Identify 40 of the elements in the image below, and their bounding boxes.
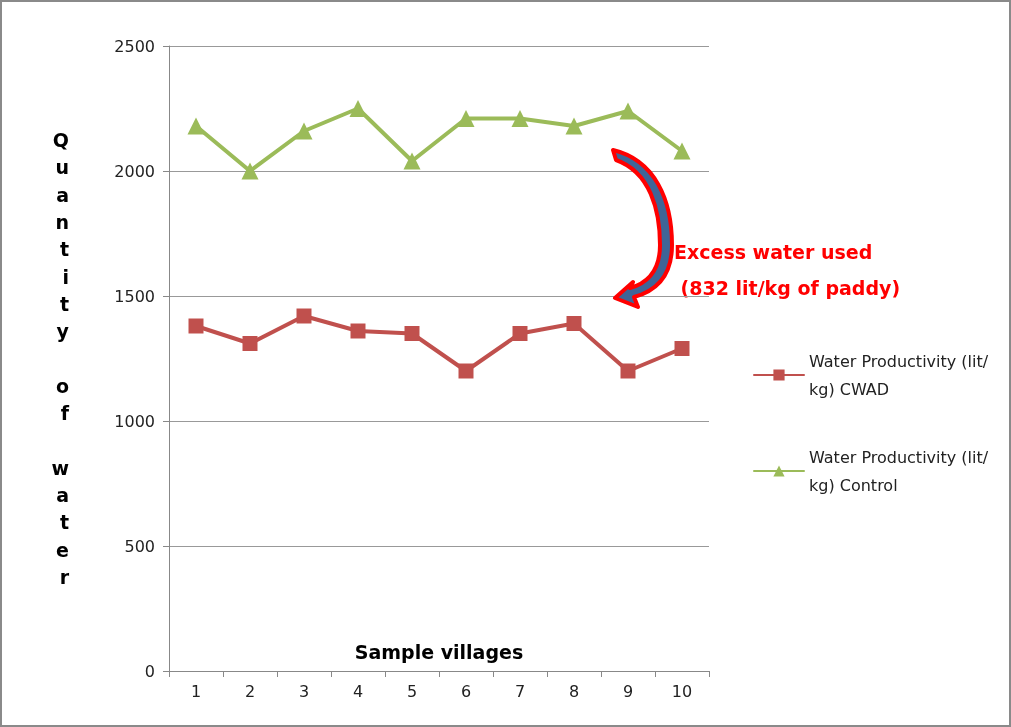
x-tick-label: 2 <box>244 681 256 701</box>
point <box>295 122 313 140</box>
point <box>512 326 528 341</box>
y-tick-label: 1500 <box>114 286 155 306</box>
point <box>350 323 366 339</box>
x-tick-label: 1 <box>190 681 202 701</box>
point <box>565 117 583 135</box>
y-tick-label: 1000 <box>114 411 155 431</box>
point <box>403 152 421 170</box>
point <box>457 110 475 127</box>
text: Quantity of water <box>51 129 69 588</box>
point <box>511 110 529 127</box>
point <box>187 117 205 135</box>
y-tick-label: 2000 <box>114 161 155 181</box>
y-tick-label: 500 <box>124 536 155 556</box>
annotation: Excess water used (832 lit/kg of paddy) <box>674 241 901 299</box>
x-axis-title: Sample villages <box>354 640 524 663</box>
x-tick-label: 3 <box>298 681 310 701</box>
point <box>673 142 691 160</box>
point <box>620 363 636 379</box>
point <box>242 336 258 351</box>
point <box>619 102 637 120</box>
point <box>296 308 312 324</box>
point <box>674 341 690 356</box>
point <box>404 326 420 341</box>
y-tick-label: 2500 <box>114 36 155 56</box>
x-tick-label: 9 <box>622 681 634 701</box>
legend-label: Water Productivity (lit/kg) CWAD <box>809 351 989 399</box>
legend-label: Water Productivity (lit/kg) Control <box>809 447 989 495</box>
point <box>188 318 204 334</box>
y-tick-label: 0 <box>144 661 155 681</box>
point <box>458 363 474 379</box>
x-tick-label: 10 <box>671 681 693 701</box>
x-tick-label: 7 <box>514 681 526 701</box>
point <box>241 162 259 180</box>
x-tick-label: 6 <box>460 681 472 701</box>
x-tick-label: 4 <box>352 681 364 701</box>
x-tick-label: 8 <box>568 681 580 701</box>
x-tick-label: 5 <box>406 681 418 701</box>
point <box>566 316 582 331</box>
